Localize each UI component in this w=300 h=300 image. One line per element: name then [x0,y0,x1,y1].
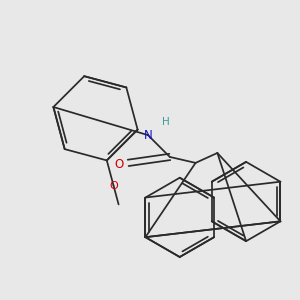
Text: O: O [110,181,118,191]
Text: O: O [115,158,124,171]
Text: N: N [144,129,152,142]
Text: H: H [162,117,170,127]
